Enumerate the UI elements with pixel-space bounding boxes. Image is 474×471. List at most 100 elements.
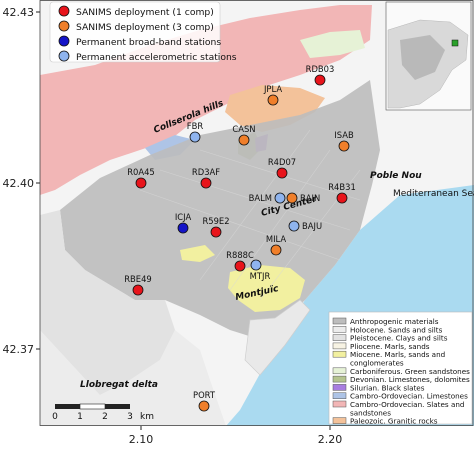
station-label: RBE49: [124, 274, 152, 284]
geology-swatch: [332, 392, 347, 399]
place-label-sea: Mediterranean Sea: [393, 189, 474, 199]
station-label: RD3AF: [192, 167, 220, 177]
station-rdb03-marker[interactable]: [314, 74, 326, 86]
geology-swatch: [332, 400, 347, 408]
station-rbe49-marker[interactable]: [132, 284, 144, 296]
geology-label: Anthropogenic materials: [350, 317, 439, 326]
scale-unit: km: [140, 412, 154, 422]
port-area: [244, 299, 311, 376]
granite-zone: [225, 85, 325, 132]
station-label: R4D07: [268, 157, 296, 167]
geology-label: Cambro-Ordovecian. Slates and: [350, 400, 464, 409]
station-label: R4B31: [328, 182, 356, 192]
station-label: PORT: [193, 390, 216, 400]
station-label: ISAB: [334, 130, 354, 140]
station-label: R59E2: [202, 216, 229, 226]
station-bain-marker[interactable]: [286, 192, 298, 204]
station-label: FBR: [187, 121, 204, 131]
legend-broadband-icon: [58, 35, 70, 47]
scale-tick: 0: [52, 412, 58, 422]
station-label: BAJU: [302, 221, 322, 231]
legend-sanims-1-icon: [58, 5, 70, 17]
station-r888c-marker[interactable]: [234, 260, 246, 272]
legend-label: SANIMS deployment (1 comp): [76, 7, 214, 18]
station-isab-marker[interactable]: [338, 140, 350, 152]
station-label: ICJA: [175, 212, 192, 222]
station-label: R888C: [226, 250, 254, 260]
station-label: BAIN: [300, 193, 320, 203]
legend: SANIMS deployment (1 comp) SANIMS deploy…: [49, 1, 237, 63]
geology-label: Devonian. Limestones, dolomites: [350, 375, 470, 384]
x-tick-label: 2.10: [129, 433, 154, 446]
geology-label: Holocene. Sands and silts: [350, 325, 443, 334]
station-r4d07-marker[interactable]: [276, 167, 288, 179]
legend-label: Permanent accelerometric stations: [76, 52, 237, 63]
station-label: MTJR: [250, 271, 271, 281]
scale-tick: 2: [102, 412, 108, 422]
geology-label: Pliocene. Marls, sands: [350, 342, 430, 351]
location-marker-icon: [451, 39, 459, 47]
station-jpla-marker[interactable]: [267, 94, 279, 106]
geology-swatch: [332, 375, 347, 383]
y-tick-label: 42.40: [3, 177, 35, 190]
stations-layer: RDB03 JPLA CASN ISAB FBR R4D07 R0A45 RD3AF BAIN B…: [124, 64, 356, 412]
geology-label: sandstones: [350, 408, 391, 417]
geology-swatch: [332, 384, 347, 391]
geology-swatch: [332, 317, 347, 325]
station-mtjr-marker[interactable]: [250, 259, 262, 271]
station-fbr-marker[interactable]: [189, 131, 201, 143]
carboniferous-patch: [300, 30, 365, 58]
station-r0a45-marker[interactable]: [135, 177, 147, 189]
geology-label: Paleozoic. Granitic rocks: [350, 417, 438, 426]
geology-label: Cambro-Ordovecian. Limestones: [350, 392, 468, 401]
geology-swatch: [332, 342, 347, 350]
inset-map: [385, 1, 472, 111]
y-axis: 42.43 42.40 42.37: [3, 6, 40, 356]
station-label: JPLA: [263, 84, 282, 94]
station-label: R0A45: [127, 167, 155, 177]
urban-zone: [60, 80, 380, 340]
y-tick-label: 42.37: [3, 343, 35, 356]
y-tick-label: 42.43: [3, 6, 35, 19]
scale-tick: 1: [77, 412, 83, 422]
station-port-marker[interactable]: [198, 400, 210, 412]
station-baju-marker[interactable]: [288, 220, 300, 232]
geology-label: conglomerates: [350, 359, 404, 368]
montjuic-miocene: [228, 265, 305, 312]
place-label-poble-nou: Poble Nou: [370, 171, 422, 181]
x-tick-label: 2.20: [318, 433, 343, 446]
geology-swatch: [332, 350, 347, 358]
geology-label: Carboniferous. Green sandstones: [350, 367, 470, 376]
legend-sanims-3-icon: [58, 20, 70, 32]
place-label-llobregat: Llobregat delta: [80, 380, 158, 390]
geology-label: Pleistocene. Clays and silts: [350, 334, 448, 343]
station-label: CASN: [232, 124, 255, 134]
legend-label: SANIMS deployment (3 comp): [76, 22, 214, 33]
station-mila-marker[interactable]: [270, 244, 282, 256]
station-label: MILA: [266, 234, 287, 244]
scale-tick: 3: [127, 412, 133, 422]
station-label: BALM: [249, 193, 272, 203]
station-balm-marker[interactable]: [274, 192, 286, 204]
geology-label: Silurian. Black slates: [350, 383, 425, 392]
geology-swatch: [332, 417, 347, 424]
slates-zone: [40, 5, 372, 195]
station-casn-marker[interactable]: [238, 134, 250, 146]
map-border: [39, 0, 474, 426]
scale-bar: 0 1 2 3 km: [52, 403, 154, 422]
geology-swatch: [332, 367, 347, 375]
station-r59e2-marker[interactable]: [210, 226, 222, 238]
station-rd3af-marker[interactable]: [200, 177, 212, 189]
station-icja-marker[interactable]: [177, 222, 189, 234]
geology-swatch: [332, 326, 347, 333]
geology-swatch: [332, 334, 347, 341]
geology-label: Miocene. Marls, sands and: [350, 350, 445, 359]
x-axis: 2.10 2.20: [129, 426, 343, 446]
legend-label: Permanent broad-band stations: [76, 37, 221, 48]
holocene-delta: [40, 330, 226, 426]
place-label-poble-nou: Poble Nou: [370, 171, 422, 181]
station-r4b31-marker[interactable]: [336, 192, 348, 204]
